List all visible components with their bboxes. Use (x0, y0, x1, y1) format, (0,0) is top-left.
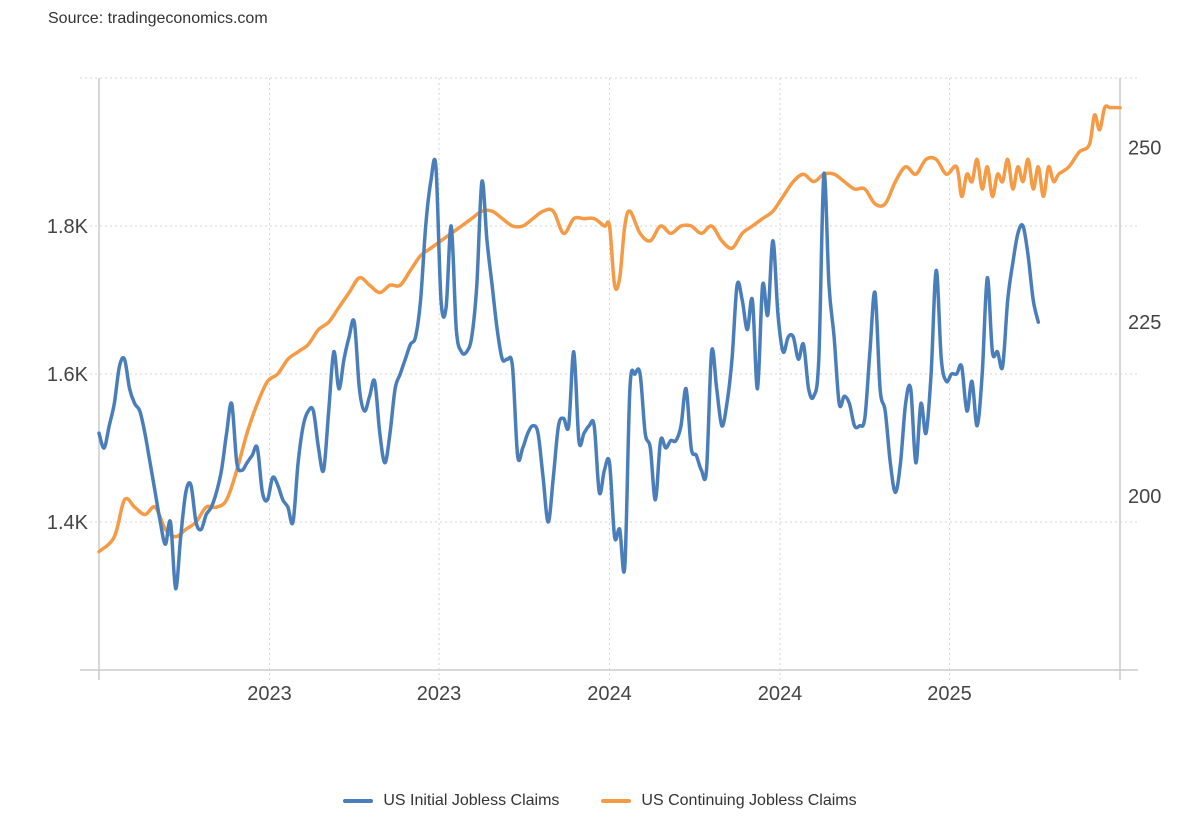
y-right-tick-label: 225 (1128, 312, 1161, 334)
axes (80, 78, 1138, 680)
series-lines (97, 104, 1122, 591)
y-left-tick-label: 1.6K (47, 364, 89, 386)
legend-item-continuing-claims[interactable]: US Continuing Jobless Claims (601, 792, 857, 810)
legend-item-initial-claims[interactable]: US Initial Jobless Claims (343, 792, 559, 810)
y-left-tick-label: 1.4K (47, 512, 89, 534)
legend-swatch-initial (343, 799, 374, 803)
x-tick-label: 2024 (587, 683, 632, 705)
grid (80, 77, 1138, 680)
legend-label-initial: US Initial Jobless Claims (383, 792, 560, 809)
initial-claims-line (97, 157, 1041, 591)
legend: US Initial Jobless Claims US Continuing … (0, 792, 1200, 810)
jobless-claims-chart: 1.4K 1.6K 1.8K 200 225 250 2023 2023 2024 2024 202… (47, 77, 1162, 705)
legend-swatch-continuing (601, 799, 632, 803)
y-right-tick-label: 250 (1128, 138, 1161, 160)
source-label: Source: tradingeconomics.com (48, 10, 268, 27)
x-tick-label: 2023 (247, 683, 292, 705)
legend-label-continuing: US Continuing Jobless Claims (641, 792, 857, 809)
continuing-claims-line (97, 104, 1122, 554)
x-tick-label: 2025 (927, 683, 972, 705)
y-right-tick-label: 200 (1128, 486, 1161, 508)
x-tick-label: 2023 (417, 683, 462, 705)
x-tick-label: 2024 (758, 683, 803, 705)
y-left-tick-label: 1.8K (47, 216, 89, 238)
tick-labels: 1.4K 1.6K 1.8K 200 225 250 2023 2023 2024 2024 202… (47, 138, 1162, 705)
